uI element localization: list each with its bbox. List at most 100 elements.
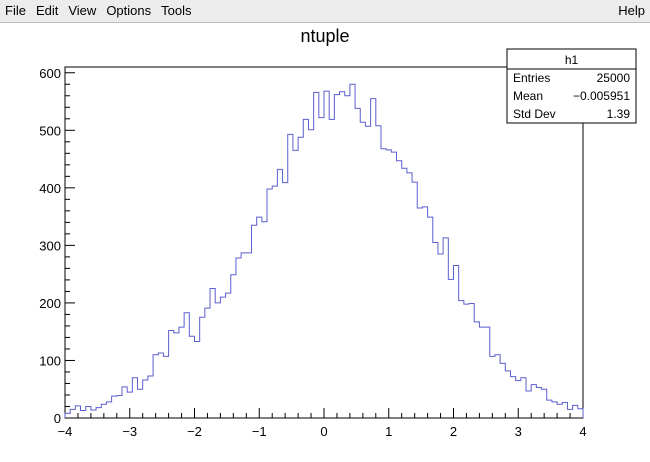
histogram-bin	[531, 385, 536, 418]
x-axis-labels: −4 −3 −2 −1 0 1 2 3 4	[58, 424, 587, 439]
histogram-bin	[272, 186, 277, 418]
x-tick-label: 4	[579, 424, 586, 439]
stats-box-frame	[506, 48, 637, 124]
y-tick-label: 400	[39, 181, 61, 196]
histogram-bin	[376, 126, 381, 418]
histogram-bin	[438, 254, 443, 418]
stats-box-title: h1	[565, 53, 579, 67]
histogram-bin	[417, 208, 422, 418]
histogram-bin	[153, 355, 158, 418]
x-tick-label: −2	[187, 424, 202, 439]
histogram-bin	[345, 96, 350, 418]
histogram-bin	[138, 389, 143, 418]
histogram-bin	[510, 377, 515, 418]
histogram-bin	[340, 92, 345, 418]
histogram-bin	[200, 317, 205, 418]
histogram-bin	[567, 409, 572, 418]
histogram-bin	[112, 396, 117, 418]
histogram-bin	[552, 402, 557, 418]
histogram-bin	[433, 243, 438, 419]
histogram-bin	[448, 279, 453, 418]
histogram-bin	[174, 333, 179, 418]
histogram-bin	[251, 225, 256, 418]
menu-view[interactable]: View	[68, 3, 97, 18]
menu-edit[interactable]: Edit	[35, 3, 59, 18]
histogram-bin	[381, 149, 386, 418]
x-tick-label: −4	[58, 424, 73, 439]
histogram-bin	[163, 356, 168, 418]
histogram-bin	[65, 413, 70, 418]
histogram-bin	[158, 353, 163, 418]
histogram-bin	[464, 304, 469, 418]
histogram-bin	[459, 301, 464, 418]
y-tick-label: 600	[39, 66, 61, 81]
histogram-bin	[226, 293, 231, 418]
y-tick-label: 100	[39, 353, 61, 368]
histogram-bin	[397, 161, 402, 418]
x-tick-label: 3	[515, 424, 522, 439]
histogram-bin	[521, 378, 526, 418]
x-tick-label: −3	[122, 424, 137, 439]
histogram-bin	[169, 331, 174, 418]
stats-row-value: −0.005951	[573, 89, 630, 103]
histogram-series	[64, 83, 584, 419]
histogram-bin	[412, 182, 417, 418]
histogram-bin	[454, 266, 459, 418]
histogram-bin	[485, 327, 490, 418]
y-tick-label: 200	[39, 296, 61, 311]
histogram-bin	[210, 289, 215, 418]
histogram-bin	[495, 355, 500, 418]
histogram-bin	[122, 387, 127, 418]
histogram-bin	[106, 402, 111, 418]
histogram-bin	[132, 378, 137, 418]
histogram-bin	[231, 275, 236, 418]
stats-row-label: Entries	[513, 71, 550, 85]
histogram-bin	[205, 308, 210, 418]
menu-options[interactable]: Options	[106, 3, 152, 18]
stats-row-label: Mean	[513, 89, 543, 103]
histogram-bin	[547, 400, 552, 418]
histogram-bin	[195, 341, 200, 418]
menu-help[interactable]: Help	[618, 3, 645, 18]
histogram-bin	[184, 313, 189, 418]
y-tick-label: 300	[39, 238, 61, 253]
histogram-bin	[91, 410, 96, 418]
histogram-bin	[490, 356, 495, 418]
histogram-chart: ntuple −4 −3 −2 −1 0 1 2 3 4 0 100 200 300 400 500 600…	[39, 26, 637, 439]
histogram-bin	[469, 303, 474, 418]
histogram-bin	[479, 327, 484, 418]
histogram-bin	[371, 99, 376, 418]
y-tick-label: 500	[39, 123, 61, 138]
x-tick-label: 1	[385, 424, 392, 439]
histogram-bin	[542, 389, 547, 418]
histogram-bin	[526, 391, 531, 418]
stats-row-value: 25000	[597, 71, 631, 85]
menu-tools[interactable]: Tools	[161, 3, 192, 18]
stats-row-value: 1.39	[607, 107, 631, 121]
histogram-bin	[220, 297, 225, 418]
histogram-bin	[96, 408, 101, 418]
y-axis-labels: 0 100 200 300 400 500 600	[39, 66, 61, 426]
histogram-bin	[303, 119, 308, 418]
menu-file[interactable]: File	[5, 3, 26, 18]
histogram-bin	[298, 137, 303, 418]
histogram-bin	[428, 217, 433, 418]
histogram-bin	[277, 169, 282, 418]
histogram-bin	[557, 404, 562, 418]
histogram-bin	[578, 409, 583, 418]
histogram-bin	[86, 406, 91, 418]
histogram-bin	[386, 150, 391, 418]
histogram-bin	[189, 336, 194, 418]
histogram-bin	[179, 327, 184, 418]
histogram-bin	[241, 253, 246, 418]
histogram-bin	[81, 411, 86, 418]
chart-title: ntuple	[300, 26, 349, 46]
histogram-bin	[101, 404, 106, 418]
x-tick-label: 0	[320, 424, 327, 439]
histogram-bin	[262, 222, 267, 418]
histogram-bin	[246, 253, 251, 418]
histogram-bin	[422, 207, 427, 418]
histogram-bin	[365, 126, 370, 418]
histogram-bin	[324, 91, 329, 418]
histogram-bin	[288, 134, 293, 418]
